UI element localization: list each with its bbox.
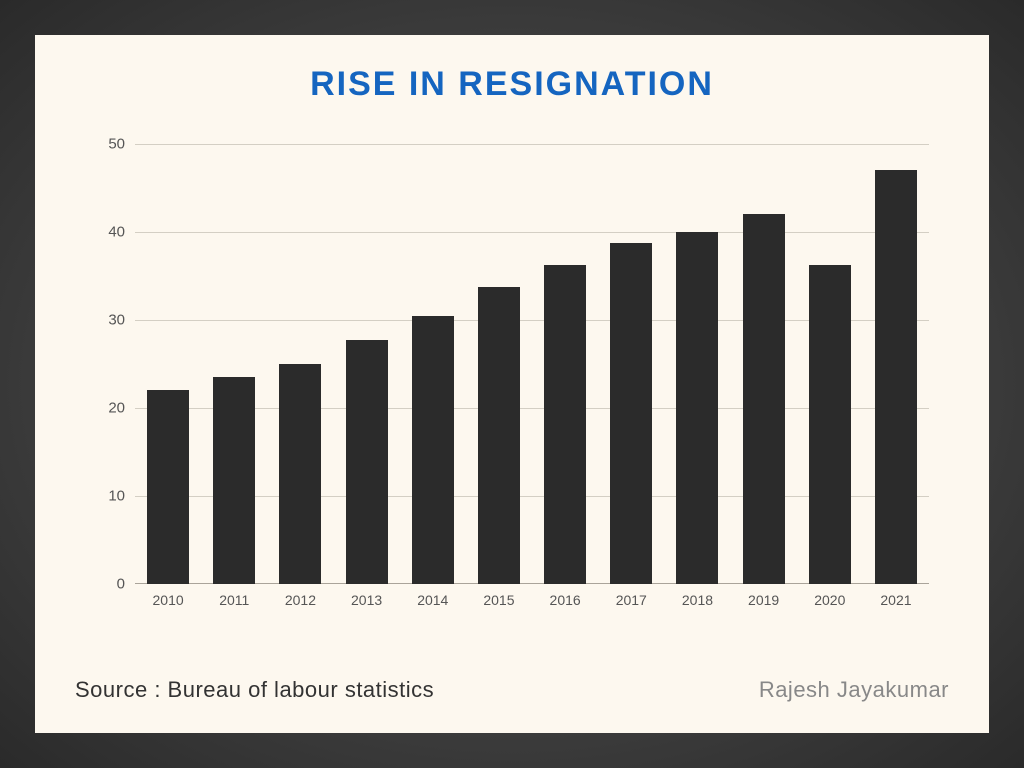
x-axis-label: 2018 [682, 592, 713, 608]
bar [412, 316, 454, 584]
x-axis-label: 2015 [483, 592, 514, 608]
bar-slot: 2020 [797, 144, 863, 584]
bar [213, 377, 255, 584]
bar-chart: 01020304050 2010201120122013201420152016… [135, 144, 929, 614]
bar [544, 265, 586, 584]
x-axis-label: 2017 [616, 592, 647, 608]
bars-container: 2010201120122013201420152016201720182019… [135, 144, 929, 584]
bar-slot: 2012 [267, 144, 333, 584]
x-axis-label: 2013 [351, 592, 382, 608]
bar [610, 243, 652, 584]
bar [346, 340, 388, 584]
bar [875, 170, 917, 584]
x-axis-label: 2014 [417, 592, 448, 608]
chart-panel: RISE IN RESIGNATION 01020304050 20102011… [35, 35, 989, 733]
bar-slot: 2018 [664, 144, 730, 584]
bar-slot: 2016 [532, 144, 598, 584]
y-axis-label: 30 [108, 312, 135, 329]
chart-title: RISE IN RESIGNATION [75, 65, 949, 104]
bar-slot: 2015 [466, 144, 532, 584]
bar-slot: 2010 [135, 144, 201, 584]
bar-slot: 2013 [334, 144, 400, 584]
y-axis-label: 50 [108, 136, 135, 153]
bar-slot: 2019 [731, 144, 797, 584]
bar [478, 287, 520, 584]
x-axis-label: 2011 [219, 592, 249, 608]
author-text: Rajesh Jayakumar [759, 677, 949, 703]
x-axis-label: 2016 [550, 592, 581, 608]
bar [147, 390, 189, 584]
bar-slot: 2017 [598, 144, 664, 584]
source-text: Source : Bureau of labour statistics [75, 677, 434, 703]
bar [743, 214, 785, 584]
y-axis-label: 0 [117, 576, 135, 593]
bar [809, 265, 851, 584]
y-axis-label: 40 [108, 224, 135, 241]
bar [279, 364, 321, 584]
x-axis-label: 2012 [285, 592, 316, 608]
bar-slot: 2014 [400, 144, 466, 584]
x-axis-label: 2010 [153, 592, 184, 608]
chart-footer: Source : Bureau of labour statistics Raj… [75, 677, 949, 703]
y-axis-label: 10 [108, 488, 135, 505]
bar-slot: 2021 [863, 144, 929, 584]
x-axis-label: 2021 [880, 592, 911, 608]
y-axis-label: 20 [108, 400, 135, 417]
bar-slot: 2011 [201, 144, 267, 584]
bar [676, 232, 718, 584]
x-axis-label: 2020 [814, 592, 845, 608]
x-axis-label: 2019 [748, 592, 779, 608]
